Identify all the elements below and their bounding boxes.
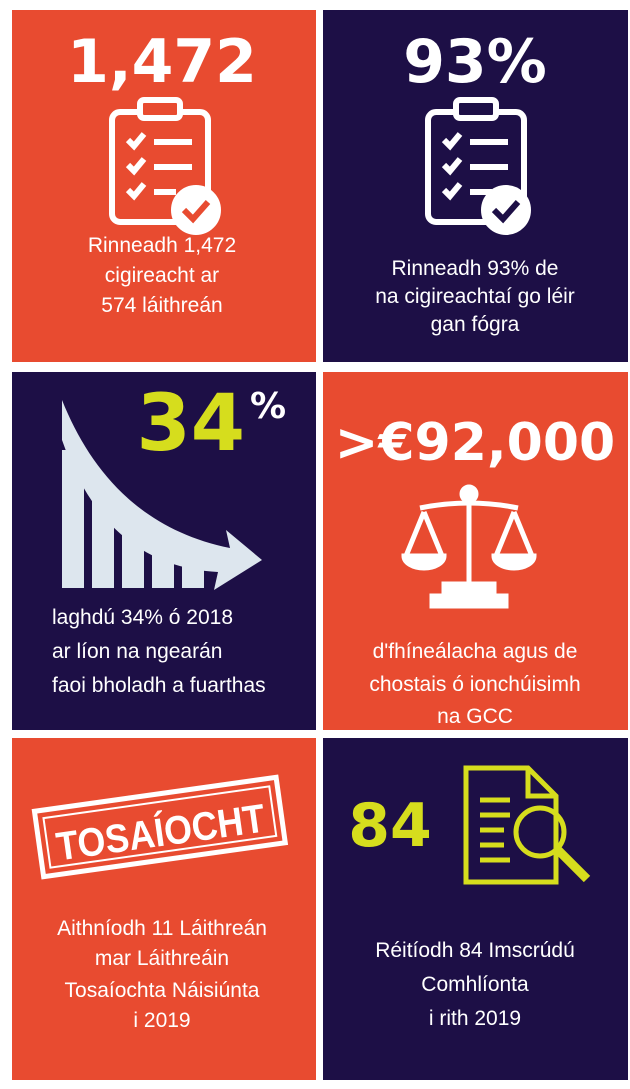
caption: cigireacht ar <box>105 264 219 287</box>
headline: >€92,000 <box>335 413 615 473</box>
caption: Comhlíonta <box>421 973 529 996</box>
caption: i rith 2019 <box>429 1007 521 1030</box>
tile <box>12 10 316 362</box>
headline: 93% <box>403 27 547 97</box>
headline: 34 <box>136 379 245 469</box>
clipboard-icon <box>425 97 531 235</box>
clipboard-icon <box>109 97 221 235</box>
headline: 84 <box>348 791 432 861</box>
tile <box>323 372 628 730</box>
caption: na cigireachtaí go léir <box>375 285 575 308</box>
caption: mar Láithreáin <box>95 947 229 970</box>
caption: Réitíodh 84 Imscrúdú <box>375 939 575 962</box>
caption: d'fhíneálacha agus de <box>373 640 578 663</box>
caption: na GCC <box>437 705 513 728</box>
headline: 1,472 <box>67 27 257 97</box>
caption: ar líon na ngearán <box>52 640 222 663</box>
caption: Rinneadh 93% de <box>392 257 559 280</box>
superscript: % <box>250 386 286 427</box>
caption: Tosaíochta Náisiúnta <box>65 979 260 1002</box>
caption: chostais ó ionchúisimh <box>369 673 580 696</box>
tile <box>323 10 628 362</box>
caption: faoi bholadh a fuarthas <box>52 674 266 697</box>
caption: i 2019 <box>133 1009 190 1032</box>
caption: laghdú 34% ó 2018 <box>52 606 233 629</box>
caption: Aithníodh 11 Láithreán <box>57 917 267 940</box>
tile <box>323 738 628 1080</box>
scales-icon <box>401 484 537 609</box>
caption: Rinneadh 1,472 <box>88 234 236 257</box>
document-search-icon <box>463 765 591 885</box>
caption: 574 láithreán <box>101 294 222 317</box>
caption: gan fógra <box>431 313 520 336</box>
decline-chart-icon <box>62 400 262 590</box>
